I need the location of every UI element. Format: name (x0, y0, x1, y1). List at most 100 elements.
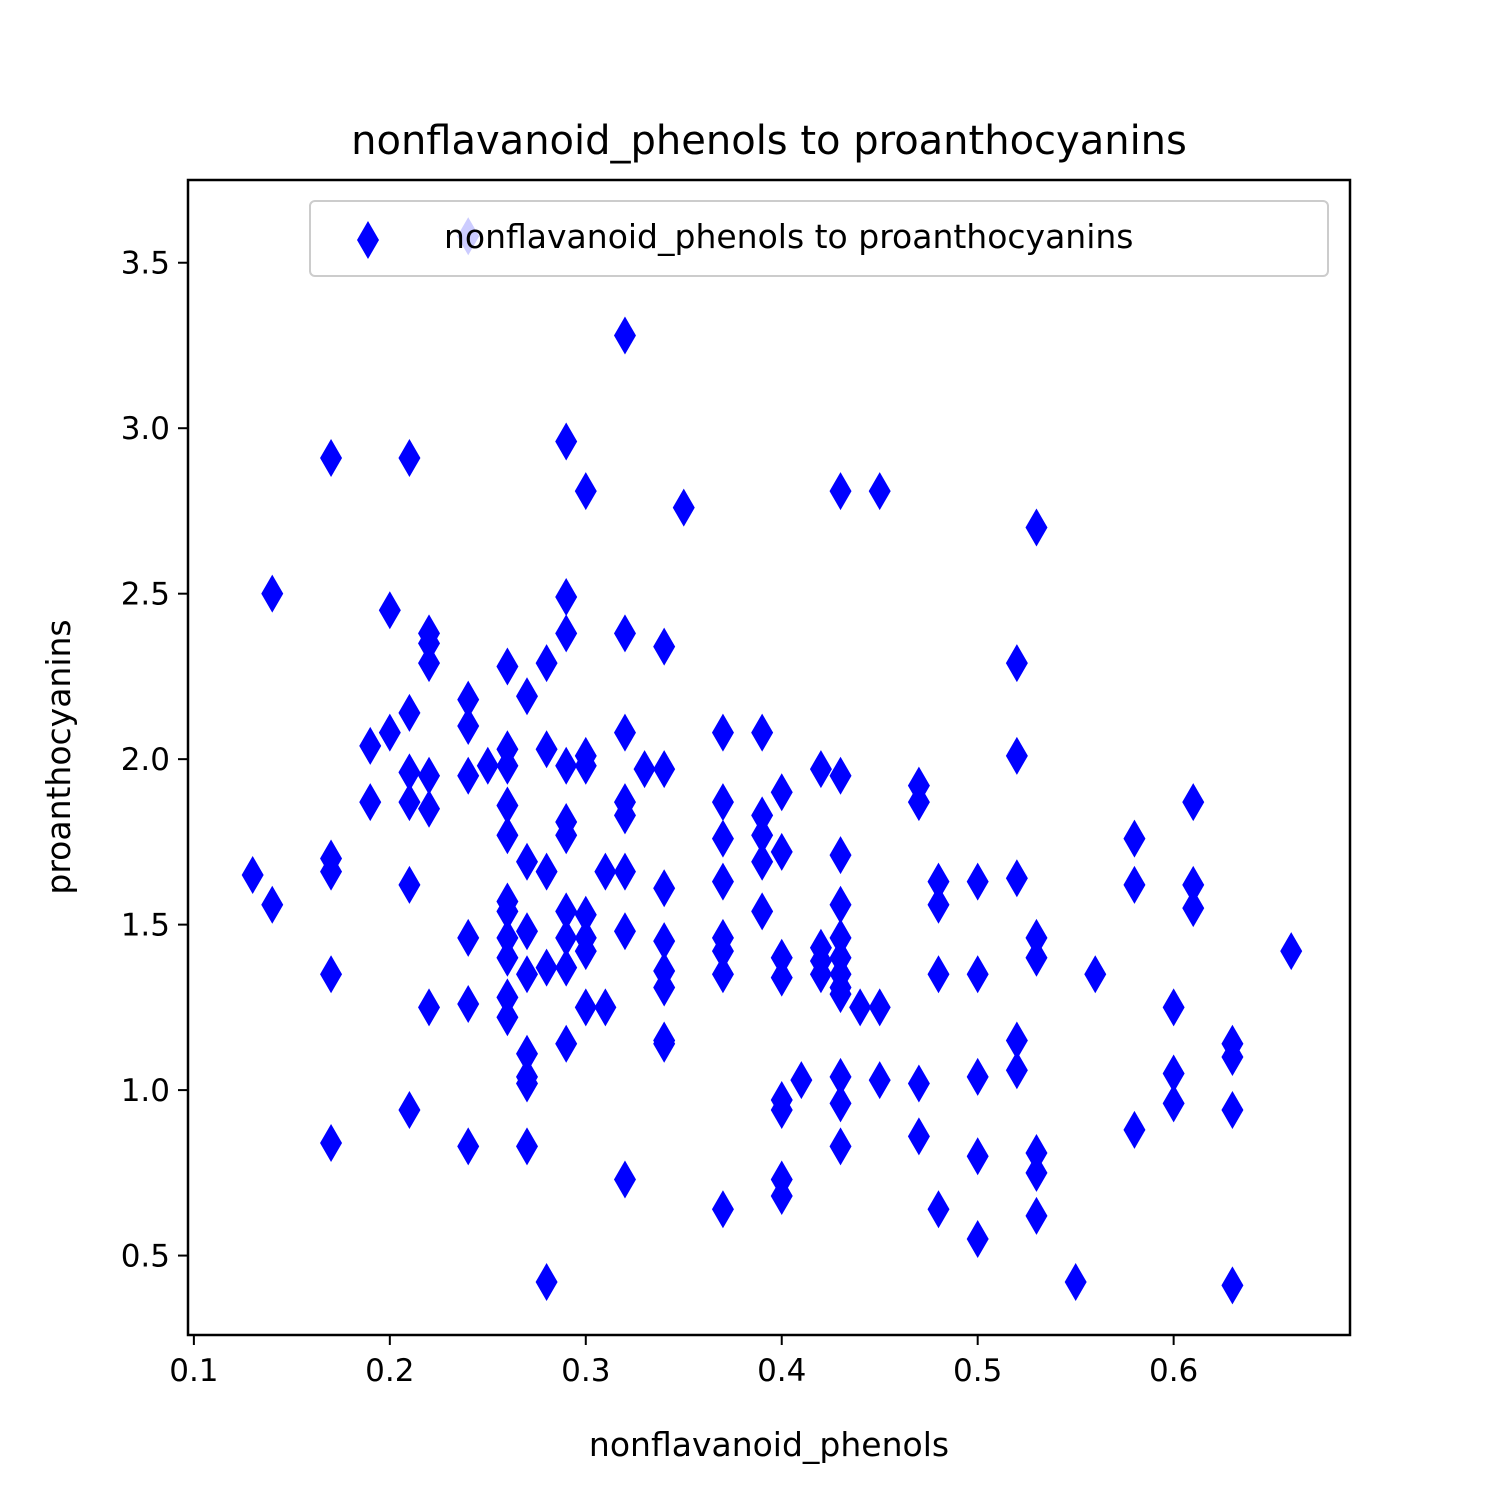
x-axis-ticks: 0.1 0.2 0.3 0.4 0.5 0.6 (169, 1335, 1198, 1389)
data-point-159 (1064, 1263, 1087, 1302)
data-point-64 (555, 948, 578, 987)
data-point-61 (555, 816, 578, 855)
y-tick-label-6: 3.5 (121, 246, 170, 282)
data-point-25 (457, 680, 480, 719)
data-point-134 (868, 1061, 891, 1100)
data-point-40 (496, 938, 519, 977)
x-tick-label-2: 0.3 (561, 1353, 610, 1389)
data-point-174 (1280, 932, 1303, 971)
data-point-91 (653, 1024, 676, 1063)
data-point-28 (457, 918, 480, 957)
data-point-156 (1025, 1133, 1048, 1172)
data-point-5 (320, 852, 343, 891)
data-point-44 (515, 842, 538, 881)
x-tick-label-1: 0.2 (365, 1353, 414, 1389)
data-point-107 (770, 832, 793, 871)
data-point-54 (535, 948, 558, 987)
data-point-51 (535, 644, 558, 683)
data-points (241, 217, 1303, 1305)
data-point-2 (261, 885, 284, 924)
data-point-154 (1025, 918, 1048, 957)
data-point-163 (1123, 1110, 1146, 1149)
data-point-7 (320, 1124, 343, 1163)
data-point-121 (829, 836, 852, 875)
data-point-55 (535, 1263, 558, 1302)
data-point-92 (672, 488, 695, 527)
data-point-118 (809, 955, 832, 994)
data-point-100 (711, 1190, 734, 1229)
data-point-101 (751, 713, 774, 752)
x-axis-label: nonflavanoid_phenols (589, 1425, 949, 1464)
data-point-106 (770, 773, 793, 812)
data-point-93 (711, 713, 734, 752)
data-point-139 (927, 862, 950, 901)
data-point-151 (1005, 1021, 1028, 1060)
data-point-132 (868, 472, 891, 511)
data-point-52 (535, 730, 558, 769)
data-point-130 (829, 1127, 852, 1166)
data-point-56 (555, 422, 578, 461)
data-point-30 (457, 1127, 480, 1166)
data-point-53 (535, 852, 558, 891)
data-point-73 (594, 852, 617, 891)
data-point-84 (653, 627, 676, 666)
data-point-167 (1182, 783, 1205, 822)
data-point-161 (1123, 819, 1146, 858)
data-point-99 (711, 955, 734, 994)
data-point-142 (927, 1190, 950, 1229)
data-point-72 (574, 988, 597, 1027)
data-point-160 (1084, 955, 1107, 994)
x-tick-label-3: 0.4 (757, 1353, 806, 1389)
data-point-133 (868, 988, 891, 1027)
data-point-35 (496, 786, 519, 825)
y-tick-label-5: 3.0 (121, 411, 170, 447)
data-point-69 (574, 895, 597, 934)
data-point-123 (829, 918, 852, 957)
data-point-80 (613, 852, 636, 891)
data-point-3 (320, 438, 343, 477)
data-point-145 (966, 1057, 989, 1096)
data-point-15 (398, 783, 421, 822)
data-point-22 (418, 789, 441, 828)
data-point-102 (751, 796, 774, 835)
data-point-105 (751, 892, 774, 931)
data-point-143 (966, 862, 989, 901)
data-point-122 (829, 885, 852, 924)
data-point-77 (613, 713, 636, 752)
data-point-20 (418, 644, 441, 683)
data-point-113 (770, 1177, 793, 1216)
data-point-169 (1182, 889, 1205, 928)
y-tick-label-2: 1.5 (121, 908, 170, 944)
data-point-45 (515, 912, 538, 951)
data-point-114 (790, 1061, 813, 1100)
data-point-94 (711, 783, 734, 822)
data-point-166 (1162, 1084, 1185, 1123)
data-point-46 (515, 955, 538, 994)
data-point-71 (574, 932, 597, 971)
data-point-141 (927, 955, 950, 994)
legend-box (309, 200, 1329, 277)
data-point-98 (711, 932, 734, 971)
data-point-86 (653, 869, 676, 908)
data-point-115 (809, 750, 832, 789)
data-point-31 (476, 746, 499, 785)
data-point-149 (1005, 736, 1028, 775)
data-point-26 (457, 707, 480, 746)
data-point-32 (496, 647, 519, 686)
data-point-128 (829, 1057, 852, 1096)
data-point-172 (1221, 1090, 1244, 1129)
data-point-34 (496, 746, 519, 785)
plot-frame (186, 178, 1352, 1337)
data-point-58 (555, 614, 578, 653)
data-point-0 (241, 855, 264, 894)
data-point-27 (457, 756, 480, 795)
data-point-74 (594, 988, 617, 1027)
data-point-68 (574, 746, 597, 785)
data-point-62 (555, 892, 578, 931)
data-point-165 (1162, 1054, 1185, 1093)
data-point-82 (613, 1160, 636, 1199)
data-point-21 (418, 756, 441, 795)
data-point-119 (829, 472, 852, 511)
y-tick-label-1: 1.0 (121, 1073, 170, 1109)
